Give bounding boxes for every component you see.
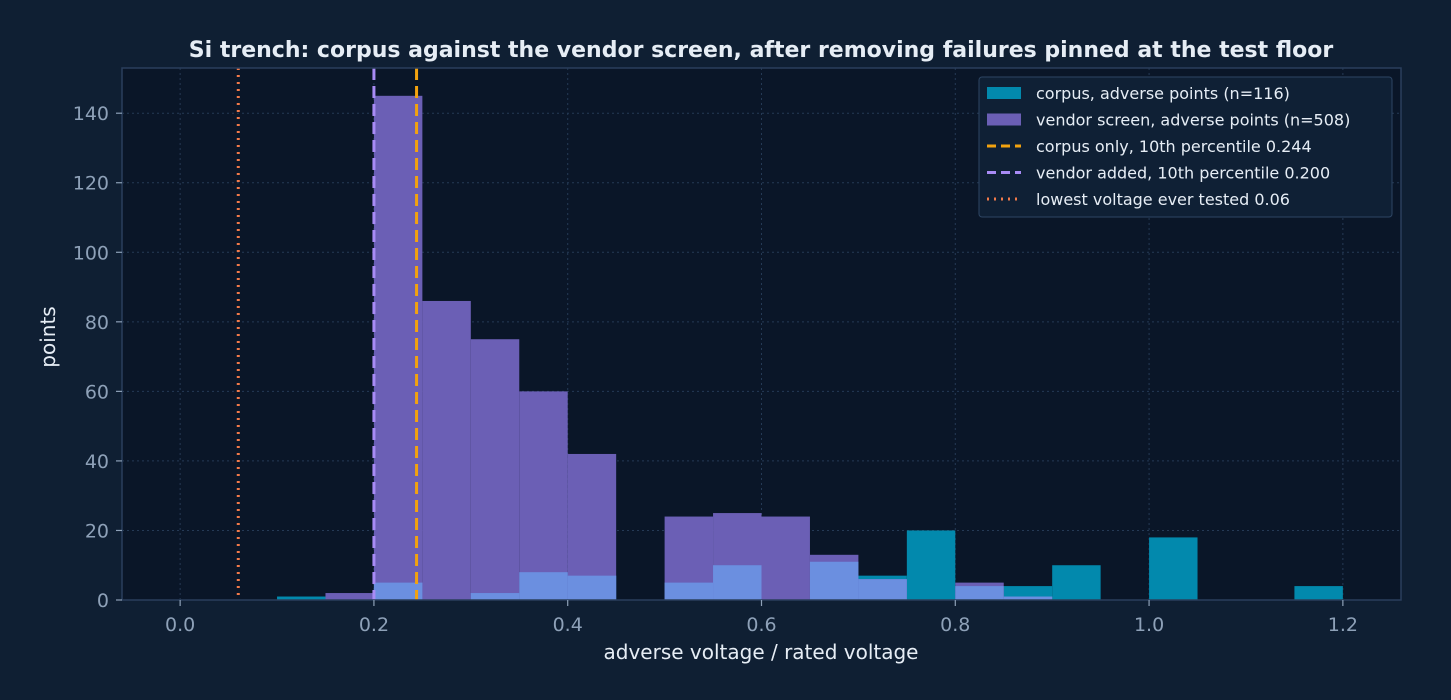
x-tick-label: 0.8 — [940, 614, 970, 636]
legend-swatch — [987, 87, 1021, 99]
y-tick-label: 80 — [85, 312, 109, 334]
corpus-bar — [277, 596, 326, 600]
y-tick-label: 120 — [73, 173, 109, 195]
y-tick-label: 0 — [97, 590, 109, 612]
legend: corpus, adverse points (n=116) vendor scr… — [978, 76, 1393, 218]
vendor-bar — [761, 516, 810, 600]
x-tick-label: 0.0 — [165, 614, 195, 636]
legend-swatch — [987, 113, 1021, 126]
axis-ticks: 0.0 0.2 0.4 0.6 0.8 1.0 1.2 0 20 40 60 80 100 120 140 — [73, 103, 1358, 636]
overlap-bar — [519, 572, 568, 600]
overlap-bar — [1003, 596, 1053, 600]
vendor-bar — [519, 391, 568, 600]
y-tick-label: 20 — [85, 520, 109, 542]
histogram-bars — [277, 95, 1343, 601]
corpus-bar — [1149, 537, 1198, 600]
legend-label: vendor added, 10th percentile 0.200 — [1036, 164, 1330, 183]
corpus-bar — [1294, 586, 1343, 600]
overlap-bar — [470, 593, 520, 600]
x-tick-label: 1.0 — [1134, 614, 1164, 636]
y-axis-label: points — [36, 306, 60, 367]
y-tick-label: 100 — [73, 242, 109, 264]
legend-label: lowest voltage ever tested 0.06 — [1036, 190, 1290, 209]
overlap-bar — [713, 565, 762, 600]
vendor-bar — [373, 95, 423, 601]
y-tick-label: 40 — [85, 451, 109, 473]
chart-title: Si trench: corpus against the vendor scr… — [189, 38, 1334, 63]
x-tick-label: 0.2 — [359, 614, 389, 636]
x-tick-label: 0.4 — [553, 614, 583, 636]
overlap-bar — [955, 586, 1004, 600]
corpus-bar — [906, 530, 956, 600]
legend-label: corpus, adverse points (n=116) — [1036, 84, 1290, 103]
legend-label: vendor screen, adverse points (n=508) — [1036, 111, 1350, 130]
x-tick-label: 0.6 — [746, 614, 776, 636]
legend-label: corpus only, 10th percentile 0.244 — [1036, 137, 1312, 156]
x-tick-label: 1.2 — [1328, 614, 1358, 636]
vendor-bar — [470, 339, 520, 600]
y-tick-label: 140 — [73, 103, 109, 125]
vendor-bar — [422, 300, 471, 600]
overlap-bar — [373, 582, 423, 600]
overlap-bar — [664, 582, 714, 600]
y-tick-label: 60 — [85, 381, 109, 403]
overlap-bar — [567, 575, 617, 600]
reference-lines — [236, 68, 419, 600]
overlap-bar — [858, 579, 907, 600]
overlap-bar — [809, 561, 859, 600]
corpus-bar — [1052, 565, 1101, 600]
x-axis-label: adverse voltage / rated voltage — [604, 640, 919, 664]
vendor-bar — [325, 593, 374, 600]
legend-box — [978, 76, 1393, 218]
